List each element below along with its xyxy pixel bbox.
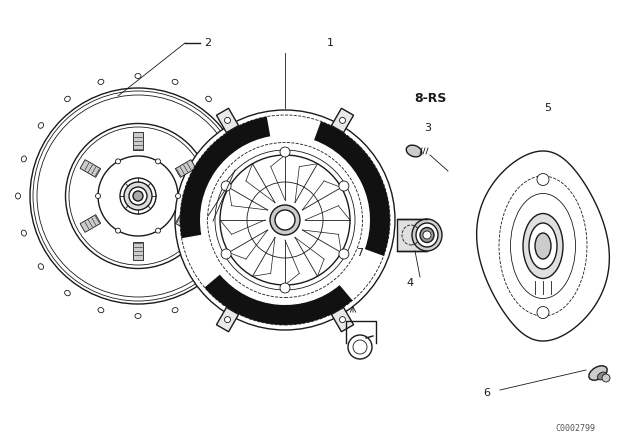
Ellipse shape xyxy=(529,223,557,269)
Circle shape xyxy=(115,228,120,233)
Circle shape xyxy=(537,306,549,319)
Bar xyxy=(397,219,427,251)
Circle shape xyxy=(339,317,346,323)
Ellipse shape xyxy=(420,228,434,242)
Circle shape xyxy=(602,374,610,382)
Bar xyxy=(133,132,143,150)
Bar xyxy=(175,159,196,177)
Text: 1: 1 xyxy=(326,38,333,48)
Text: 7: 7 xyxy=(356,248,364,258)
Circle shape xyxy=(221,249,231,259)
Ellipse shape xyxy=(423,231,431,239)
Circle shape xyxy=(156,159,161,164)
Bar xyxy=(332,108,353,133)
Circle shape xyxy=(339,249,349,259)
Bar xyxy=(216,108,239,133)
Ellipse shape xyxy=(597,372,607,380)
Circle shape xyxy=(95,194,100,198)
Text: 4: 4 xyxy=(406,278,413,288)
Circle shape xyxy=(537,173,549,185)
Text: C0002799: C0002799 xyxy=(555,423,595,432)
Circle shape xyxy=(339,117,346,123)
Bar xyxy=(175,215,196,233)
Ellipse shape xyxy=(129,187,147,205)
Bar xyxy=(80,159,100,177)
Wedge shape xyxy=(314,121,390,256)
Ellipse shape xyxy=(589,366,607,380)
Ellipse shape xyxy=(124,182,152,210)
Ellipse shape xyxy=(523,214,563,279)
Ellipse shape xyxy=(406,145,422,157)
Text: 8-RS: 8-RS xyxy=(414,91,446,104)
Text: 6: 6 xyxy=(483,388,490,398)
Text: 2: 2 xyxy=(204,38,211,48)
Bar xyxy=(80,215,100,233)
Circle shape xyxy=(175,194,180,198)
Circle shape xyxy=(225,117,230,123)
Ellipse shape xyxy=(175,110,395,330)
Circle shape xyxy=(156,228,161,233)
Circle shape xyxy=(115,159,120,164)
Bar xyxy=(332,307,353,332)
Circle shape xyxy=(280,147,290,157)
Text: 3: 3 xyxy=(424,123,431,133)
Ellipse shape xyxy=(133,191,143,201)
Wedge shape xyxy=(205,275,353,325)
Circle shape xyxy=(280,283,290,293)
Circle shape xyxy=(221,181,231,191)
Wedge shape xyxy=(180,116,270,238)
Polygon shape xyxy=(477,151,609,341)
Ellipse shape xyxy=(270,205,300,235)
Circle shape xyxy=(225,317,230,323)
Ellipse shape xyxy=(416,223,438,247)
Ellipse shape xyxy=(412,219,442,251)
Bar xyxy=(216,307,239,332)
Bar xyxy=(133,242,143,260)
Ellipse shape xyxy=(30,88,246,304)
Ellipse shape xyxy=(275,210,295,230)
Circle shape xyxy=(339,181,349,191)
Ellipse shape xyxy=(535,233,551,259)
Text: 5: 5 xyxy=(545,103,552,113)
